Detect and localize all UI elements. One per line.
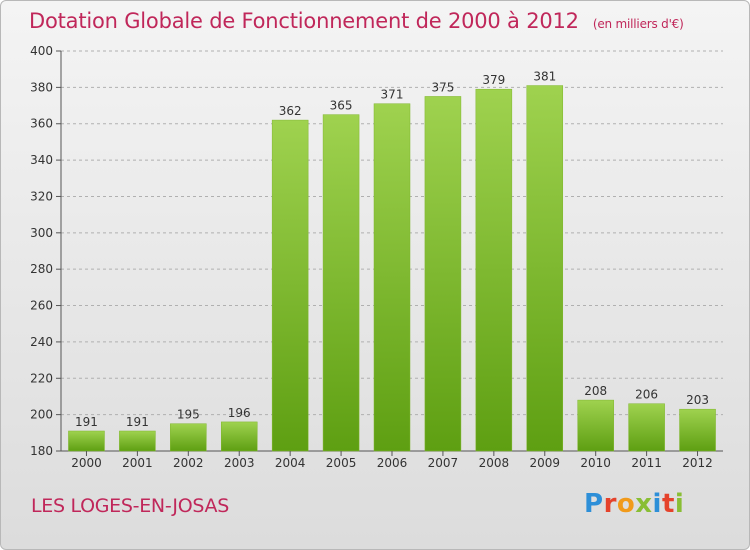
y-tick-label: 340 [30, 153, 53, 167]
bar [119, 430, 156, 452]
bar [373, 103, 411, 452]
x-tick-label: 2005 [326, 456, 357, 470]
bar [679, 408, 716, 452]
bar [170, 423, 207, 452]
x-tick-label: 2006 [377, 456, 408, 470]
y-tick-label: 320 [30, 189, 53, 203]
bar-value-label: 208 [584, 384, 607, 398]
x-tick-label: 2002 [173, 456, 204, 470]
bar [322, 114, 360, 452]
chart-title: Dotation Globale de Fonctionnement de 20… [29, 9, 684, 33]
x-tick-label: 2011 [631, 456, 662, 470]
bar-value-label: 191 [126, 415, 149, 429]
y-tick-label: 300 [30, 226, 53, 240]
bar [577, 399, 614, 452]
bar-value-label: 203 [686, 393, 709, 407]
bar [424, 96, 462, 452]
x-tick-label: 2008 [479, 456, 510, 470]
bar-value-label: 371 [381, 88, 404, 102]
proxiti-logo: Proxiti [584, 489, 685, 519]
y-tick-label: 280 [30, 262, 53, 276]
x-tick-label: 2004 [275, 456, 306, 470]
x-tick-label: 2003 [224, 456, 255, 470]
bar [526, 85, 564, 452]
bar [628, 403, 665, 452]
x-tick-label: 2012 [682, 456, 713, 470]
bar-value-label: 196 [228, 406, 251, 420]
y-tick-label: 200 [30, 408, 53, 422]
y-tick-label: 360 [30, 117, 53, 131]
bar-value-label: 362 [279, 104, 302, 118]
commune-name: LES LOGES-EN-JOSAS [31, 495, 229, 517]
x-tick-label: 2000 [71, 456, 102, 470]
y-tick-label: 180 [30, 444, 53, 458]
bar-value-label: 191 [75, 415, 98, 429]
y-tick-label: 400 [30, 44, 53, 58]
bar-value-label: 381 [533, 70, 556, 84]
bar [220, 421, 258, 452]
chart-title-text: Dotation Globale de Fonctionnement de 20… [29, 9, 579, 33]
y-tick-label: 260 [30, 299, 53, 313]
bar-value-label: 206 [635, 388, 658, 402]
bar [475, 88, 513, 452]
x-tick-label: 2007 [428, 456, 459, 470]
bar-value-label: 365 [330, 99, 353, 113]
y-tick-label: 380 [30, 80, 53, 94]
bar-value-label: 375 [431, 80, 454, 94]
x-tick-label: 2009 [529, 456, 560, 470]
y-tick-label: 220 [30, 371, 53, 385]
bar-value-label: 195 [177, 408, 200, 422]
chart-subtitle: (en milliers d'€) [592, 17, 684, 31]
bar [271, 119, 309, 452]
x-tick-label: 2001 [122, 456, 153, 470]
x-tick-label: 2010 [580, 456, 611, 470]
bar [68, 430, 105, 452]
bar-value-label: 379 [482, 73, 505, 87]
y-tick-label: 240 [30, 335, 53, 349]
